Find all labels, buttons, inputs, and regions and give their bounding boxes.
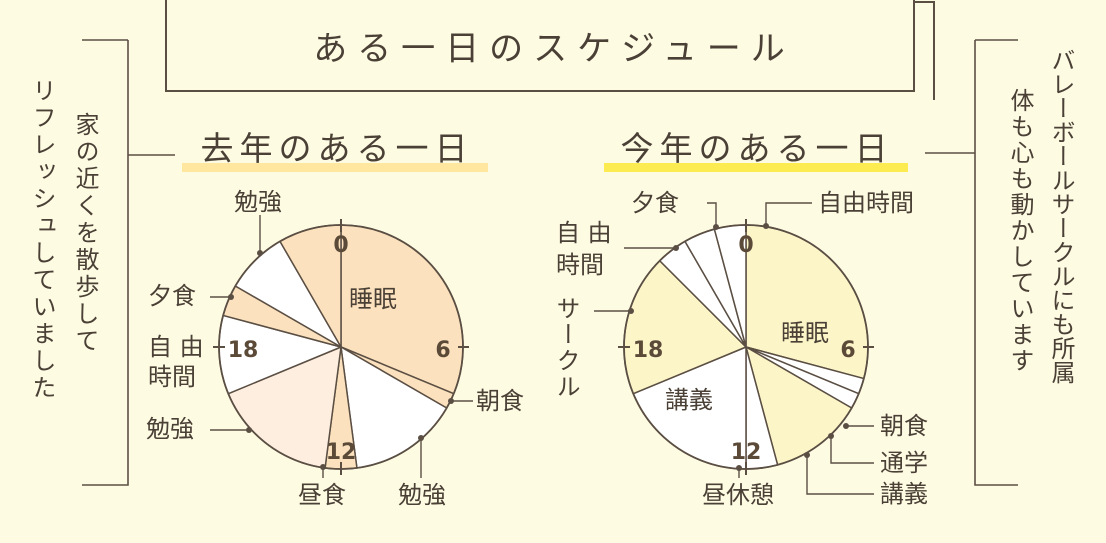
slice-label-free-2: 時間 [148, 363, 196, 391]
callouts-left: 睡眠 勉強 夕食 自 由 時間 勉強 昼食 勉強 朝食 [146, 188, 524, 509]
leader-dot-study-top [257, 250, 263, 256]
title-box [165, 0, 915, 92]
pie-this-year-tick-label-18: 18 [633, 338, 664, 363]
chart-title-left: 去年のある一日 [201, 129, 474, 168]
pie-last-year-tick-label-12: 12 [326, 440, 357, 465]
chart-title-left-underline [182, 163, 488, 172]
pie-this-year-tick-label-0: 0 [738, 233, 753, 258]
callouts-right: 睡眠 講義 夕食 自由時間 自 由 時間 サークル 昼休憩 講義 通学 朝食 [552, 189, 928, 509]
slice-label-commute-r: 通学 [880, 449, 928, 477]
slice-label-lunch-r: 昼休憩 [702, 481, 774, 509]
left-note-line1: 家の近くを散歩して [71, 112, 99, 355]
right-note-line1: バレーボールサークルにも所属 [1047, 48, 1075, 384]
leader-dot-commute-r [828, 433, 834, 439]
leader-dot-dinner-r [713, 224, 719, 230]
pie-last-year-tick-label-18: 18 [228, 338, 259, 363]
leader-dot-lunch [320, 464, 326, 470]
leader-dot-lecture-short-r [804, 452, 810, 458]
pie-chart-this-year: 0 6 12 18 [618, 219, 874, 475]
leader-dot-study-bottom [418, 435, 424, 441]
slice-label-study-top: 勉強 [234, 188, 282, 216]
leader-dot-breakfast-r [843, 423, 849, 429]
pie-this-year-tick-label-12: 12 [731, 440, 762, 465]
leader-dot-study-left [246, 427, 252, 433]
pie-last-year-tick-label-0: 0 [333, 233, 348, 258]
right-note-line2: 体も心も動かしています [1006, 88, 1034, 374]
chart-title-right-underline [604, 163, 908, 172]
slice-label-circle-r: サークル [552, 296, 580, 400]
chart-title-right-group: 今年のある一日 [604, 129, 908, 172]
leader-dot-circle-r [628, 308, 634, 314]
leader-lecture-short-r [806, 455, 874, 495]
leader-dot-breakfast [448, 398, 454, 404]
right-note: バレーボールサークルにも所属 体も心も動かしています [925, 39, 1075, 486]
leader-dot-dinner [228, 294, 234, 300]
slice-label-study-left: 勉強 [146, 415, 194, 443]
slice-label-study-bottom: 勉強 [398, 481, 446, 509]
leader-dinner-r [707, 202, 717, 226]
slice-label-dinner: 夕食 [148, 282, 196, 310]
slice-label-dinner-r: 夕食 [631, 189, 679, 217]
slice-label-free-top-r: 自由時間 [818, 189, 914, 217]
leader-dot-free-mid-r [673, 245, 679, 251]
slice-label-breakfast: 朝食 [476, 387, 524, 415]
right-bracket [974, 39, 1018, 486]
left-note-line2: リフレッシュしていました [28, 78, 56, 402]
leader-dot-free-top-r [763, 223, 769, 229]
slice-label-lecture-r: 講義 [665, 386, 713, 414]
pie-chart-last-year: 0 6 12 18 [213, 219, 469, 475]
main-title: ある一日のスケジュール [313, 29, 795, 69]
leader-commute-r [830, 436, 874, 464]
chart-title-right: 今年のある一日 [621, 129, 894, 168]
left-bracket [82, 39, 129, 486]
slice-label-lecture-short-r: 講義 [880, 480, 928, 508]
slice-label-free-mid-r-2: 時間 [556, 251, 604, 279]
slice-label-free-1: 自 由 [148, 333, 204, 361]
pie-last-year-tick-label-6: 6 [435, 338, 450, 363]
pie-this-year-tick-label-6: 6 [840, 338, 855, 363]
title-frame: ある一日のスケジュール [165, 0, 935, 100]
left-note: 家の近くを散歩して リフレッシュしていました [28, 39, 175, 486]
slice-label-sleep-r: 睡眠 [781, 319, 829, 347]
slice-label-free-mid-r-1: 自 由 [556, 219, 612, 247]
slice-label-sleep: 睡眠 [349, 285, 397, 313]
chart-title-left-group: 去年のある一日 [182, 129, 488, 172]
leader-dot-lunch-r [736, 465, 742, 471]
slice-label-lunch: 昼食 [298, 481, 346, 509]
leader-free-top-r [765, 202, 812, 226]
slice-label-breakfast-r: 朝食 [880, 412, 928, 440]
